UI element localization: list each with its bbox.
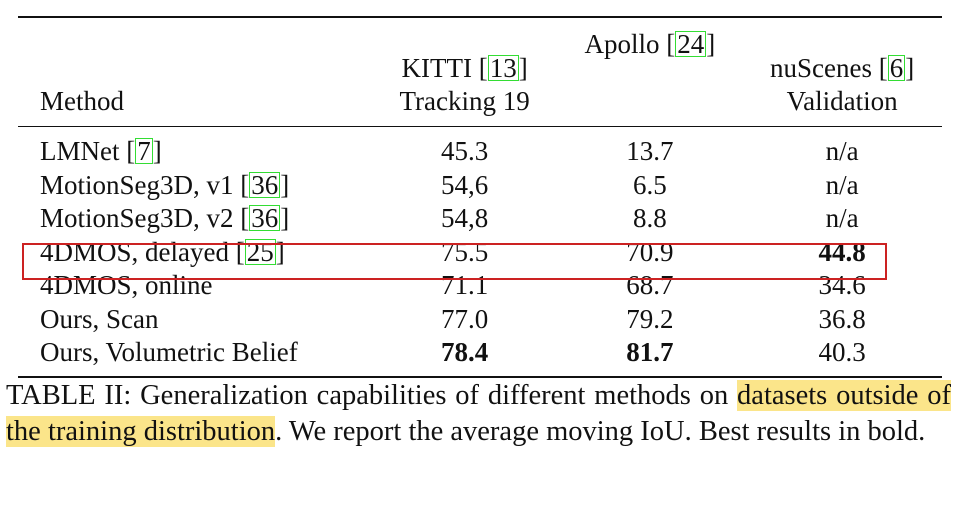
- table-row: MotionSeg3D, v2 [36] 54,8 8.8 n/a: [18, 202, 942, 236]
- citation-link[interactable]: 13: [488, 55, 519, 81]
- results-table: Method KITTI [13] Tracking 19 Apollo [24…: [18, 16, 942, 378]
- header-kitti: KITTI [13] Tracking 19: [372, 17, 558, 127]
- cell-apollo: 13.7: [557, 127, 742, 169]
- citation-link[interactable]: 36: [249, 205, 280, 231]
- cell-kitti: 77.0: [372, 303, 558, 337]
- table-header-row: Method KITTI [13] Tracking 19 Apollo [24…: [18, 17, 942, 127]
- bracket-close: ]: [519, 53, 528, 83]
- cell-method: LMNet [7]: [18, 127, 372, 169]
- header-nuscenes-label: nuScenes [: [770, 53, 888, 83]
- cell-apollo: 8.8: [557, 202, 742, 236]
- table-row: Ours, Scan 77.0 79.2 36.8: [18, 303, 942, 337]
- header-nuscenes: nuScenes [6] Validation: [742, 17, 942, 127]
- cell-method: Ours, Scan: [18, 303, 372, 337]
- header-apollo: Apollo [24]: [557, 17, 742, 127]
- header-apollo-label: Apollo [: [584, 29, 675, 59]
- header-method: Method: [18, 17, 372, 127]
- cell-kitti: 45.3: [372, 127, 558, 169]
- cell-kitti: 54,6: [372, 169, 558, 203]
- cell-nuscenes: 40.3: [742, 336, 942, 377]
- cell-apollo-best: 81.7: [557, 336, 742, 377]
- cell-nuscenes: n/a: [742, 127, 942, 169]
- cell-nuscenes: n/a: [742, 169, 942, 203]
- cell-method: MotionSeg3D, v1 [36]: [18, 169, 372, 203]
- table-caption: TABLE II: Generalization capabilities of…: [6, 378, 951, 450]
- cell-nuscenes: n/a: [742, 202, 942, 236]
- table-row: LMNet [7] 45.3 13.7 n/a: [18, 127, 942, 169]
- cell-apollo: 6.5: [557, 169, 742, 203]
- citation-link[interactable]: 6: [888, 55, 906, 81]
- header-kitti-subtitle: Tracking 19: [399, 86, 529, 116]
- caption-suffix: . We report the average moving IoU. Best…: [275, 416, 925, 447]
- cell-nuscenes: 36.8: [742, 303, 942, 337]
- citation-link[interactable]: 24: [675, 31, 706, 57]
- citation-link[interactable]: 7: [135, 138, 153, 164]
- header-method-label: Method: [40, 86, 124, 116]
- header-kitti-label: KITTI [: [402, 53, 488, 83]
- header-nuscenes-subtitle: Validation: [787, 86, 898, 116]
- citation-link[interactable]: 36: [249, 172, 280, 198]
- cell-apollo: 79.2: [557, 303, 742, 337]
- results-table-container: Method KITTI [13] Tracking 19 Apollo [24…: [18, 16, 942, 378]
- caption-prefix: TABLE II: Generalization capabilities of…: [6, 380, 737, 411]
- cell-method: Ours, Volumetric Belief: [18, 336, 372, 377]
- bracket-close: ]: [706, 29, 715, 59]
- row-highlight-box: [22, 243, 887, 280]
- cell-method: MotionSeg3D, v2 [36]: [18, 202, 372, 236]
- cell-kitti-best: 78.4: [372, 336, 558, 377]
- cell-kitti: 54,8: [372, 202, 558, 236]
- bracket-close: ]: [905, 53, 914, 83]
- table-row: MotionSeg3D, v1 [36] 54,6 6.5 n/a: [18, 169, 942, 203]
- table-row: Ours, Volumetric Belief 78.4 81.7 40.3: [18, 336, 942, 377]
